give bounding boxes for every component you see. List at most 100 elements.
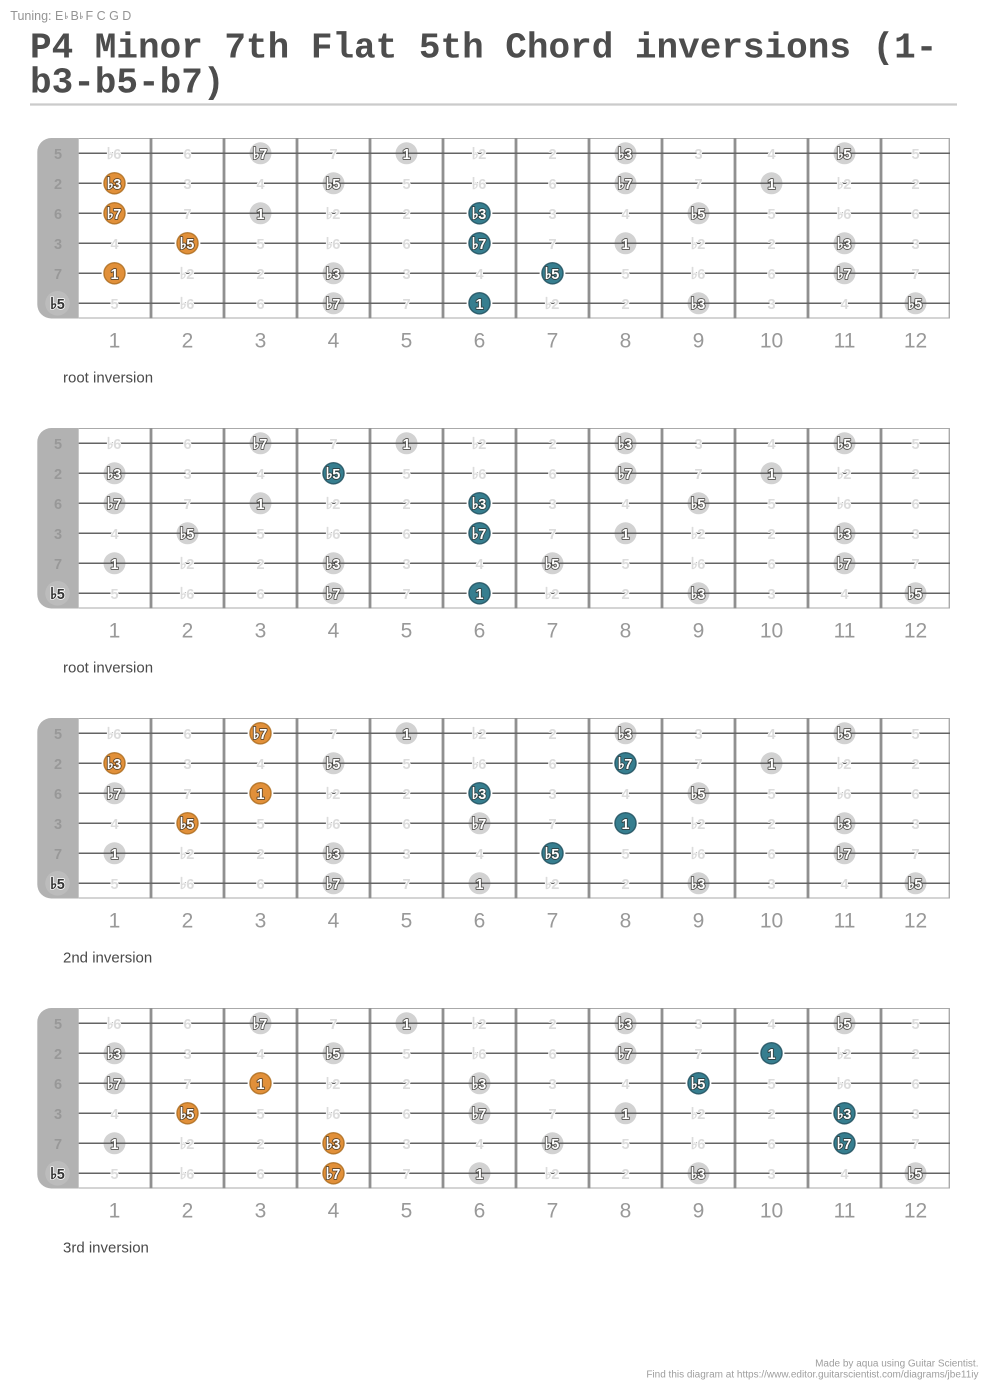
svg-text:6: 6 — [403, 237, 411, 253]
svg-text:5: 5 — [912, 147, 920, 163]
svg-text:10: 10 — [760, 910, 783, 933]
svg-text:2: 2 — [186, 1137, 194, 1153]
svg-text:3: 3 — [695, 437, 703, 453]
svg-text:1: 1 — [257, 787, 265, 803]
svg-text:4: 4 — [841, 297, 849, 313]
svg-text:3: 3 — [113, 177, 121, 193]
svg-text:3: 3 — [113, 757, 121, 773]
svg-text:1: 1 — [768, 757, 776, 773]
svg-text:2: 2 — [332, 787, 340, 803]
svg-text:1: 1 — [622, 237, 630, 253]
svg-text:3: 3 — [549, 497, 557, 513]
svg-text:7: 7 — [184, 1077, 192, 1093]
svg-text:2: 2 — [403, 1077, 411, 1093]
svg-text:7: 7 — [184, 497, 192, 513]
svg-text:7: 7 — [332, 1167, 340, 1183]
svg-text:2: 2 — [186, 847, 194, 863]
svg-text:9: 9 — [693, 910, 705, 933]
svg-text:10: 10 — [760, 330, 783, 353]
svg-text:5: 5 — [111, 1167, 119, 1183]
svg-text:4: 4 — [328, 910, 340, 933]
svg-text:8: 8 — [620, 910, 632, 933]
svg-text:5: 5 — [111, 587, 119, 603]
svg-text:7: 7 — [330, 1017, 338, 1033]
svg-text:5: 5 — [332, 1047, 340, 1063]
svg-text:5: 5 — [54, 437, 62, 453]
svg-text:2: 2 — [54, 1047, 62, 1063]
svg-text:4: 4 — [622, 497, 630, 513]
svg-text:5: 5 — [843, 437, 851, 453]
svg-text:6: 6 — [54, 207, 62, 223]
svg-text:5: 5 — [697, 497, 705, 513]
svg-text:3: 3 — [768, 877, 776, 893]
svg-text:4: 4 — [111, 817, 119, 833]
svg-text:2: 2 — [257, 847, 265, 863]
svg-text:4: 4 — [476, 557, 484, 573]
svg-text:5: 5 — [54, 727, 62, 743]
svg-text:2: 2 — [257, 1137, 265, 1153]
svg-text:2: 2 — [622, 587, 630, 603]
svg-text:7: 7 — [403, 297, 411, 313]
svg-text:3: 3 — [184, 757, 192, 773]
svg-text:3: 3 — [768, 1167, 776, 1183]
svg-text:3: 3 — [912, 817, 920, 833]
svg-text:7: 7 — [478, 527, 486, 543]
svg-text:12: 12 — [904, 330, 927, 353]
svg-text:7: 7 — [184, 787, 192, 803]
svg-text:2: 2 — [843, 467, 851, 483]
svg-text:8: 8 — [620, 330, 632, 353]
svg-text:6: 6 — [549, 1047, 557, 1063]
svg-text:3: 3 — [549, 207, 557, 223]
svg-text:1: 1 — [109, 620, 121, 643]
svg-text:6: 6 — [54, 1077, 62, 1093]
svg-text:5: 5 — [186, 237, 194, 253]
svg-text:7: 7 — [54, 557, 62, 573]
svg-text:4: 4 — [768, 437, 776, 453]
svg-text:2: 2 — [186, 267, 194, 283]
svg-text:6: 6 — [113, 1017, 121, 1033]
svg-text:1: 1 — [476, 297, 484, 313]
svg-text:7: 7 — [547, 1200, 559, 1223]
svg-text:7: 7 — [624, 1047, 632, 1063]
svg-text:7: 7 — [259, 1017, 267, 1033]
svg-text:5: 5 — [57, 587, 65, 603]
svg-text:6: 6 — [184, 727, 192, 743]
svg-text:5: 5 — [401, 620, 413, 643]
svg-text:1: 1 — [768, 177, 776, 193]
svg-text:4: 4 — [841, 1167, 849, 1183]
svg-text:3: 3 — [255, 620, 267, 643]
svg-text:12: 12 — [904, 910, 927, 933]
svg-text:5: 5 — [257, 237, 265, 253]
svg-text:7: 7 — [54, 1137, 62, 1153]
svg-text:1: 1 — [768, 467, 776, 483]
svg-text:5: 5 — [622, 1137, 630, 1153]
svg-text:5: 5 — [697, 1077, 705, 1093]
svg-text:1: 1 — [768, 1047, 776, 1063]
svg-text:5: 5 — [697, 787, 705, 803]
svg-text:4: 4 — [257, 757, 265, 773]
svg-text:6: 6 — [478, 757, 486, 773]
svg-text:7: 7 — [549, 527, 557, 543]
svg-text:3: 3 — [54, 237, 62, 253]
svg-text:6: 6 — [403, 1107, 411, 1123]
svg-text:7: 7 — [259, 437, 267, 453]
svg-text:2: 2 — [551, 587, 559, 603]
svg-text:3: 3 — [624, 1017, 632, 1033]
svg-text:1: 1 — [109, 330, 121, 353]
svg-text:9: 9 — [693, 620, 705, 643]
svg-text:2: 2 — [912, 177, 920, 193]
svg-text:7: 7 — [547, 620, 559, 643]
svg-text:3: 3 — [403, 557, 411, 573]
svg-text:5: 5 — [768, 787, 776, 803]
svg-text:7: 7 — [54, 267, 62, 283]
svg-text:6: 6 — [768, 557, 776, 573]
svg-text:5: 5 — [401, 330, 413, 353]
svg-text:1: 1 — [403, 1017, 411, 1033]
svg-text:4: 4 — [328, 1200, 340, 1223]
svg-text:3: 3 — [695, 147, 703, 163]
svg-text:2: 2 — [186, 557, 194, 573]
svg-text:7: 7 — [912, 267, 920, 283]
svg-text:6: 6 — [184, 437, 192, 453]
svg-text:5: 5 — [111, 297, 119, 313]
svg-text:5: 5 — [186, 817, 194, 833]
